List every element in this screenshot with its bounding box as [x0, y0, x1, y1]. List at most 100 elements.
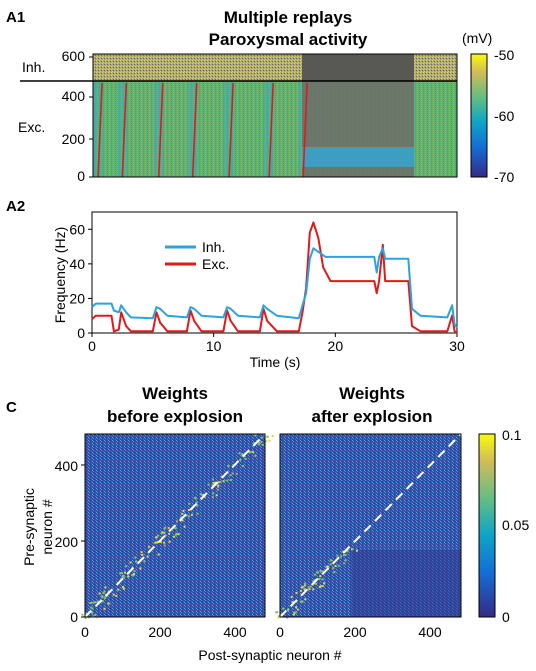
c-left-band-cell-71 [250, 450, 253, 453]
c-right-band-cell-33 [304, 584, 307, 587]
a1-ytick-600: 600 [62, 48, 86, 64]
a2-xtick-label-1: 10 [206, 338, 222, 354]
c-left-band-cell-74 [93, 601, 95, 604]
c-left-band-cell-39 [241, 465, 244, 467]
a1-ytick-0: 0 [77, 168, 85, 184]
panel-label-a1: A1 [6, 9, 25, 26]
c-left-band-cell-24 [139, 567, 142, 570]
c-right-band-cell-50 [276, 611, 279, 614]
c-left-band-cell-43 [102, 592, 105, 594]
a1-burst-wave-4 [224, 81, 235, 177]
c-left-band-cell-151 [163, 544, 166, 547]
c-left-band-cell-130 [175, 532, 178, 535]
c-ytick-400: 400 [55, 458, 79, 474]
a2-ytick-label-2: 40 [69, 256, 85, 272]
c-left-band-cell-81 [91, 611, 93, 614]
c-right-band-cell-15 [340, 555, 343, 558]
c-left-band-cell-49 [140, 551, 143, 554]
c-left-band-cell-34 [241, 453, 244, 455]
c-left-band-cell-63 [173, 535, 176, 538]
c-left-band-cell-62 [226, 479, 229, 482]
c-left-band-cell-7 [103, 607, 106, 610]
c-left-band-cell-47 [214, 481, 217, 484]
a2-xtick-label-0: 0 [88, 338, 96, 354]
c-right-band-cell-53 [342, 554, 345, 556]
c-left-band-cell-70 [132, 574, 135, 577]
c-left-band-cell-119 [121, 572, 123, 575]
c-right-band-cell-26 [334, 565, 337, 567]
c-left-xtick-200: 200 [148, 624, 172, 640]
c-left-band-cell-2 [107, 602, 110, 605]
c-left-band-cell-36 [211, 496, 214, 499]
c-left-band-cell-53 [248, 451, 251, 454]
c-right-band-cell-62 [337, 564, 340, 567]
a1-colorbar-gradient [470, 53, 488, 178]
c-ytick-200: 200 [55, 534, 79, 550]
c-right-band-cell-42 [291, 601, 294, 603]
c-left-band-cell-100 [241, 454, 244, 457]
a1-burst-line-0 [97, 82, 103, 178]
c-right-band-cell-69 [299, 589, 302, 592]
a1-burst-line-1 [121, 82, 128, 178]
c-left-band-cell-41 [163, 527, 166, 530]
c-left-band-cell-86 [94, 601, 97, 604]
c-x-ticks-left: 0 200 400 [81, 624, 247, 640]
c-right-band-cell-49 [295, 592, 298, 594]
c-right-band-cell-22 [309, 585, 312, 588]
c-left-band-cell-159 [190, 513, 193, 516]
c-left-band-cell-12 [179, 516, 182, 519]
a1-ytick-400: 400 [62, 88, 86, 104]
a2-series-inh [91, 247, 458, 329]
a1-y-ticks: 0 200 400 600 [62, 48, 93, 184]
c-left-xtick-400: 400 [223, 624, 247, 640]
c-right-band-cell-20 [341, 550, 344, 553]
c-left-band-cell-102 [157, 553, 160, 556]
legend-inh-label: Inh. [202, 239, 225, 255]
c-left-title-line2: before explosion [107, 407, 243, 426]
c-left-xtick-0: 0 [81, 624, 89, 640]
c-left-band-cell-27 [85, 612, 88, 615]
a1-colorbar-tick-70: -70 [494, 169, 514, 185]
c-left-band-cell-50 [90, 601, 93, 604]
a2-legend: Inh. Exc. [165, 239, 229, 272]
c-left-band-cell-69 [148, 545, 151, 548]
c-right-band-cell-43 [282, 607, 285, 610]
c-left-band-cell-5 [131, 574, 133, 576]
c-left-band-cell-6 [185, 514, 188, 517]
c-colorbar-gradient [478, 433, 496, 618]
a1-burst-wave-3 [187, 81, 198, 177]
c-left-band-cell-38 [89, 602, 92, 604]
c-left-band-cell-108 [84, 617, 87, 619]
a2-xtick-label-3: 30 [449, 338, 465, 354]
c-right-band-cell-7 [293, 613, 295, 616]
c-right-band-cell-30 [277, 616, 280, 619]
c-left-band-cell-121 [181, 519, 184, 522]
c-left-band-cell-135 [125, 565, 128, 568]
c-right-band-cell-65 [351, 548, 354, 551]
c-right-band-cell-12 [313, 579, 316, 581]
c-right-band-cell-57 [308, 588, 311, 591]
c-left-band-cell-101 [119, 572, 122, 575]
a1-burst-line-4 [228, 82, 234, 178]
c-left-band-cell-158 [101, 600, 104, 603]
a2-series-exc [91, 221, 458, 334]
c-right-band-cell-35 [295, 606, 298, 609]
a2-plot: 0 10 20 30 0 20 40 60 [69, 211, 465, 354]
c-left-band-cell-98 [229, 479, 232, 481]
c-y-label-line1: Pre-synaptic [21, 488, 37, 566]
c-left-band-cell-66 [199, 493, 202, 496]
c-left-band-cell-85 [261, 443, 264, 446]
c-left-band-cell-83 [167, 526, 170, 529]
c-left-band-cell-106 [181, 512, 184, 515]
c-left-band-cell-141 [121, 575, 124, 578]
c-left-band-cell-19 [163, 541, 166, 544]
c-left-band-cell-156 [127, 575, 130, 578]
c-left-band-cell-117 [257, 443, 260, 446]
c-left-band-cell-65 [266, 435, 269, 438]
a1-ytick-200: 200 [62, 131, 86, 147]
c-right-xtick-0: 0 [276, 624, 284, 640]
a2-xtick-label-2: 20 [328, 338, 344, 354]
c-left-title-line1: Weights [142, 384, 208, 403]
c-left-band-cell-134 [211, 478, 214, 481]
c-right-title-line1: Weights [339, 384, 405, 403]
